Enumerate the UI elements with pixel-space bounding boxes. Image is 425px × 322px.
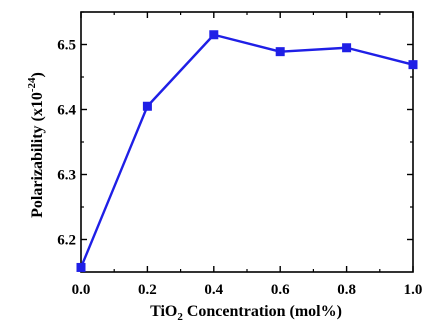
- x-tick-label: 0.8: [337, 282, 356, 298]
- series-line: [79, 33, 414, 268]
- y-tick-label: 6.3: [57, 168, 76, 184]
- data-point: [142, 101, 152, 111]
- x-tick-label: 0.4: [204, 282, 223, 298]
- y-tick-label: 6.4: [57, 103, 76, 119]
- x-axis-label-part2: Concentration (mol%): [183, 303, 342, 320]
- x-axis-label-part1: TiO: [150, 303, 177, 320]
- y-tick-label: 6.5: [57, 38, 76, 54]
- x-tick-label: 0.6: [271, 282, 290, 298]
- y-axis-label-part1: Polarizability (x10: [29, 92, 46, 218]
- data-point: [209, 30, 219, 40]
- x-tick-label: 0.0: [72, 282, 91, 298]
- y-tick-label: 6.2: [57, 233, 76, 249]
- ticks: 0.0 0.2 0.4 0.6 0.8 1.0 6.2 6.3 6.4 6.5: [57, 11, 423, 298]
- x-tick-label: 1.0: [404, 282, 423, 298]
- y-axis-label: Polarizability (x10-24): [26, 72, 46, 218]
- data-point: [275, 47, 285, 57]
- data-point: [342, 43, 352, 53]
- x-axis-label-subscript: 2: [177, 311, 183, 322]
- x-tick-label: 0.2: [138, 282, 157, 298]
- x-axis-label: TiO2 Concentration (mol%): [150, 303, 342, 322]
- series-group: [76, 30, 418, 272]
- y-axis-label-superscript: -24: [26, 77, 38, 92]
- data-point: [76, 262, 86, 272]
- data-point: [408, 60, 418, 70]
- y-axis-label-part2: ): [29, 72, 46, 77]
